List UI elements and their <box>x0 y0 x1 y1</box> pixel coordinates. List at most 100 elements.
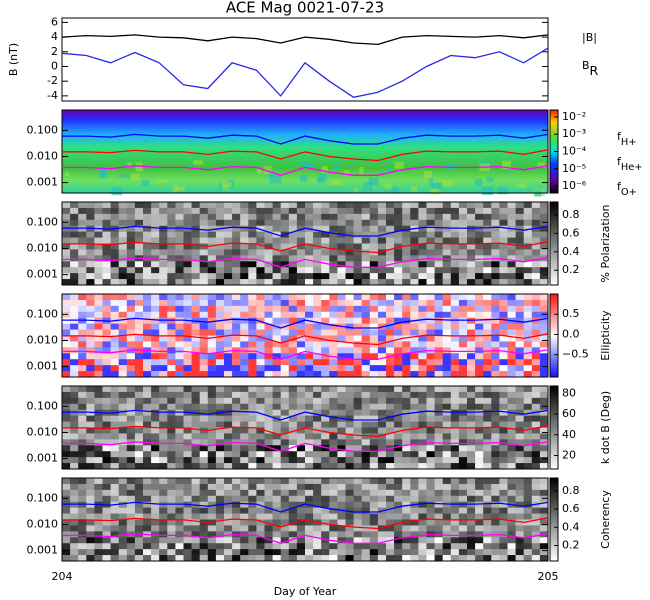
spectrogram-cell <box>410 427 419 434</box>
spectrogram-cell <box>507 525 516 532</box>
spectrogram-cell <box>199 433 209 440</box>
spectrogram-cell <box>102 537 111 544</box>
spectrogram-cell <box>467 543 476 550</box>
spectrogram-cell <box>183 525 192 532</box>
spectrogram-cell <box>321 237 330 244</box>
spectrogram-cell <box>102 555 111 562</box>
spectrogram-cell <box>353 403 362 411</box>
spectrogram-cell <box>539 427 549 434</box>
spectrogram-cell <box>418 371 427 378</box>
spectrogram-cell <box>143 294 152 301</box>
spectrogram-cell <box>118 478 128 485</box>
spectrogram-cell <box>402 267 411 274</box>
spectrogram-cell <box>369 478 379 485</box>
spectrogram-cell <box>86 397 95 405</box>
spectrogram-cell <box>86 365 95 372</box>
spectrogram-cell <box>467 501 476 508</box>
spectrogram-cell <box>118 397 128 405</box>
spectrogram-cell <box>499 489 508 497</box>
spectrogram-cell <box>515 231 524 238</box>
spectrogram-cell <box>515 329 524 336</box>
spectrogram-cell <box>475 317 484 324</box>
spectrogram-cell <box>110 219 119 227</box>
spectrogram-cell <box>232 489 241 497</box>
spectrogram-cell <box>426 359 435 366</box>
spectrogram-cell <box>167 329 176 336</box>
legend-entry: fH+ <box>617 130 636 148</box>
spectrogram-cell <box>377 365 387 372</box>
spectrogram-cell <box>345 439 354 446</box>
spectrogram-cell <box>240 549 249 556</box>
spectrogram-cell <box>305 549 314 556</box>
spectrogram-cell <box>102 273 111 280</box>
spectrogram-cell <box>386 329 395 336</box>
spectrogram-cell <box>507 433 516 440</box>
spectrogram-cell <box>86 353 95 360</box>
spectrogram-cell <box>483 359 492 366</box>
spectrogram-cell <box>288 311 298 319</box>
spectrogram-cell <box>224 409 233 416</box>
spectrogram-cell <box>248 537 257 544</box>
spectrogram-cell <box>337 543 346 550</box>
spectrogram-cell <box>531 403 541 411</box>
spectrogram-cell <box>134 317 144 324</box>
spectrogram-cell <box>450 294 460 301</box>
spectrogram-cell <box>126 489 136 497</box>
spectrogram-cell <box>232 483 241 491</box>
spectrogram-cell <box>224 489 233 497</box>
spectrogram-cell <box>377 317 387 324</box>
spectrogram-cell <box>191 495 200 503</box>
spectrogram-cell <box>475 386 484 393</box>
spectrogram-cell <box>442 347 452 354</box>
spectrogram-cell <box>110 463 119 470</box>
spectrogram-cell <box>458 305 468 313</box>
spectrogram-cell <box>539 391 549 399</box>
spectrogram-cell <box>256 513 265 520</box>
spectrogram-cell <box>102 347 111 354</box>
spectrogram-cell <box>410 519 419 526</box>
spectrogram-cell <box>296 249 306 256</box>
spectrogram-cell <box>361 489 371 497</box>
spectrogram-cell <box>199 463 209 470</box>
spectrogram-cell <box>256 519 265 526</box>
spectrogram-cell <box>303 163 315 168</box>
spectrogram-cell <box>264 365 273 372</box>
spectrogram-cell <box>377 279 387 286</box>
spectrogram-cell <box>78 359 87 366</box>
spectrogram-cell <box>78 439 87 446</box>
spectrogram-cell <box>118 531 128 538</box>
spectrogram-cell <box>64 172 69 176</box>
spectrogram-cell <box>126 463 136 470</box>
spectrogram-cell <box>313 543 322 550</box>
spectrogram-cell <box>539 513 549 520</box>
spectrogram-cell <box>272 225 281 232</box>
spectrogram-cell <box>353 353 362 360</box>
spectrogram-cell <box>337 353 346 360</box>
spectrogram-cell <box>313 213 322 221</box>
spectrogram-cell <box>434 249 443 256</box>
spectrogram-cell <box>272 537 281 544</box>
spectrogram-cell <box>475 213 484 221</box>
spectrogram-cell <box>531 267 541 274</box>
spectrogram-cell <box>288 451 298 458</box>
spectrogram-cell <box>539 243 549 250</box>
x-tick-label: 205 <box>538 570 559 583</box>
spectrogram-cell <box>264 213 273 221</box>
spectrogram-cell <box>442 207 452 215</box>
spectrogram-cell <box>86 347 95 354</box>
spectrogram-cell <box>434 207 443 215</box>
spectrogram-cell <box>175 513 184 520</box>
spectrogram-cell <box>86 213 95 221</box>
spectrogram-cell <box>507 427 516 434</box>
spectrogram-cell <box>143 433 152 440</box>
spectrogram-cell <box>458 311 468 319</box>
spectrogram-cell <box>167 347 176 354</box>
spectrogram-cell <box>499 317 508 324</box>
spectrogram-cell <box>264 219 273 227</box>
data-line <box>62 533 549 544</box>
spectrogram-cell <box>288 445 298 452</box>
colorbar-label: k dot B (Deg) <box>599 391 612 464</box>
spectrogram-cell <box>386 267 395 274</box>
spectrogram-cell <box>305 463 314 470</box>
spectrogram-cell <box>418 341 427 348</box>
